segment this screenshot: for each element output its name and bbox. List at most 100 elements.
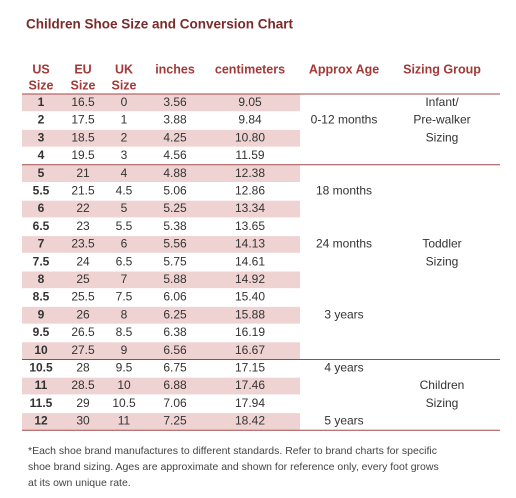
us-size: 9 [38,307,45,321]
column-header: inches [155,62,195,76]
column-header: US [32,62,49,76]
cell: 26 [76,307,90,321]
footnote: shoe brand sizing. Ages are approximate … [28,461,439,473]
us-size: 9.5 [33,325,50,339]
cell: 11.59 [235,148,264,162]
title: Children Shoe Size and Conversion Chart [26,17,294,32]
sizing-group: Sizing [426,396,459,410]
cell: 5.38 [163,219,187,233]
us-size: 10.5 [29,361,53,375]
column-header: EU [74,62,91,76]
cell: 10.5 [112,396,136,410]
age-label: 18 months [316,184,372,198]
cell: 15.40 [235,290,265,304]
cell: 13.65 [235,219,265,233]
cell: 4.56 [163,148,187,162]
cell: 18.5 [71,130,95,144]
us-size: 5 [38,166,45,180]
cell: 9.05 [238,95,262,109]
cell: 28 [76,361,90,375]
sizing-group: Sizing [426,254,459,268]
row-shade [22,200,300,218]
us-size: 6.5 [33,219,50,233]
cell: 6.75 [163,361,187,375]
cell: 5.75 [163,254,187,268]
cell: 6.06 [163,290,187,304]
column-header: Size [70,78,95,92]
cell: 4.88 [163,166,187,180]
cell: 21.5 [71,184,95,198]
cell: 22 [76,201,90,215]
cell: 8 [121,307,128,321]
row-shade [22,413,300,430]
column-header: centimeters [215,62,285,76]
us-size: 8 [38,272,45,286]
age-label: 5 years [324,414,363,428]
age-label: 0-12 months [311,113,378,127]
us-size: 6 [38,201,45,215]
cell: 17.15 [235,361,265,375]
cell: 9.5 [116,361,133,375]
cell: 5.56 [163,237,187,251]
column-header: Size [28,78,53,92]
us-size: 3 [38,130,45,144]
cell: 16.5 [71,95,95,109]
us-size: 1 [38,95,45,109]
cell: 3.56 [163,95,187,109]
cell: 23 [76,219,90,233]
column-header: Sizing Group [403,62,481,76]
row-shade [22,129,300,147]
us-size: 8.5 [33,290,50,304]
column-header: Size [111,78,136,92]
column-header: Approx Age [309,62,379,76]
cell: 5.88 [163,272,187,286]
cell: 15.88 [235,307,265,321]
us-size: 7 [38,237,45,251]
cell: 6.5 [116,254,133,268]
sizing-group: Children [420,378,465,392]
age-label: 24 months [316,237,372,251]
row-shade [22,236,300,253]
cell: 12.86 [235,184,265,198]
cell: 7 [121,272,128,286]
cell: 2 [121,130,128,144]
cell: 1 [121,113,128,127]
cell: 12.38 [235,166,265,180]
us-size: 4 [38,148,45,162]
cell: 17.5 [71,113,95,127]
footnote: *Each shoe brand manufactures to differe… [28,445,437,457]
cell: 9.84 [238,113,262,127]
cell: 26.5 [71,325,95,339]
cell: 10.80 [235,130,265,144]
us-size: 12 [34,414,48,428]
footnote: at its own unique rate. [28,477,131,489]
cell: 5.25 [163,201,187,215]
cell: 5.06 [163,184,187,198]
age-label: 4 years [324,361,363,375]
cell: 7.06 [163,396,187,410]
cell: 7.5 [116,290,133,304]
cell: 6.38 [163,325,187,339]
us-size: 2 [38,113,45,127]
cell: 16.67 [235,343,265,357]
cell: 14.92 [235,272,265,286]
cell: 6.25 [163,307,187,321]
cell: 7.25 [163,414,187,428]
row-shade [22,165,300,182]
sizing-group: Sizing [426,130,459,144]
cell: 13.34 [235,201,265,215]
sizing-group: Infant/ [425,95,459,109]
row-shade [22,342,300,359]
cell: 25 [76,272,90,286]
cell: 4.5 [116,184,133,198]
cell: 30 [76,414,90,428]
cell: 14.61 [235,254,265,268]
cell: 8.5 [116,325,133,339]
cell: 17.46 [235,378,265,392]
cell: 6.88 [163,378,187,392]
cell: 5 [121,201,128,215]
cell: 5.5 [116,219,133,233]
cell: 11 [118,414,131,428]
us-size: 10 [34,343,48,357]
